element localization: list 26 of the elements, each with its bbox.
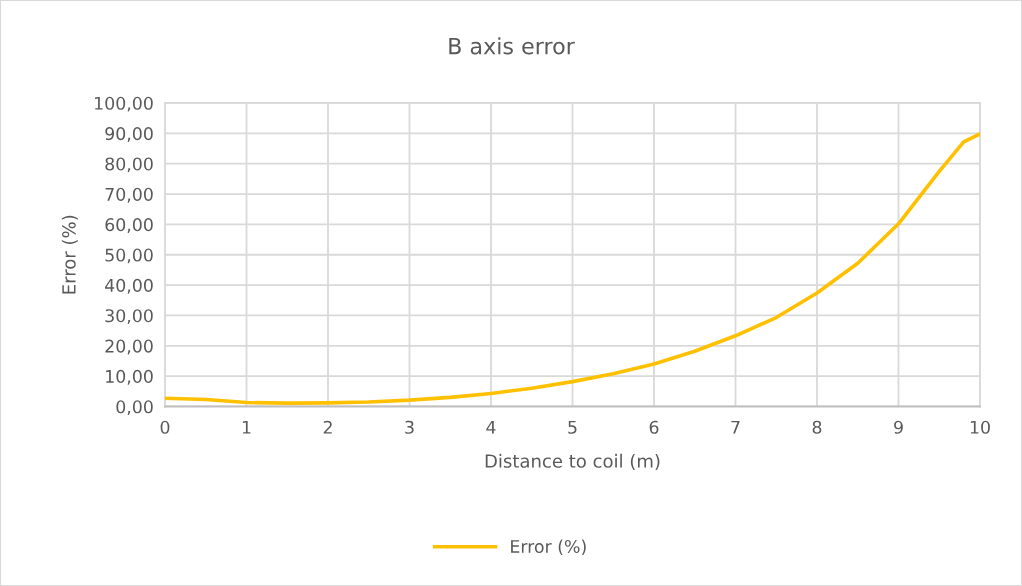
- y-tick-label: 80,00: [105, 157, 153, 173]
- x-axis-title: Distance to coil (m): [485, 453, 660, 470]
- chart-title: B axis error: [449, 37, 575, 55]
- legend-label: Error (%): [511, 539, 586, 556]
- x-tick-label: 0: [160, 420, 170, 434]
- x-tick-label: 5: [568, 420, 577, 434]
- x-tick-label: 10: [970, 420, 990, 434]
- x-tick-label: 4: [486, 420, 496, 434]
- y-tick-label: 20,00: [105, 339, 153, 355]
- x-tick-label: 3: [405, 420, 414, 434]
- y-tick-label: 10,00: [106, 369, 153, 385]
- y-tick-label: 90,00: [105, 127, 153, 142]
- x-tick-label: 8: [812, 420, 822, 434]
- y-tick-label: 60,00: [105, 218, 153, 234]
- x-tick-label: 2: [323, 420, 332, 434]
- y-axis-title: Error (%): [61, 215, 78, 294]
- y-tick-label: 70,00: [105, 187, 153, 203]
- x-tick-label: 6: [649, 420, 659, 434]
- x-tick-label: 7: [731, 420, 740, 434]
- y-tick-label: 50,00: [105, 248, 153, 264]
- y-tick-label: 100,00: [95, 96, 153, 112]
- y-tick-label: 0,00: [116, 400, 153, 416]
- y-tick-label: 40,00: [105, 278, 153, 294]
- y-tick-label: 30,00: [105, 309, 153, 325]
- x-tick-label: 1: [242, 420, 251, 434]
- x-tick-label: 9: [894, 420, 903, 434]
